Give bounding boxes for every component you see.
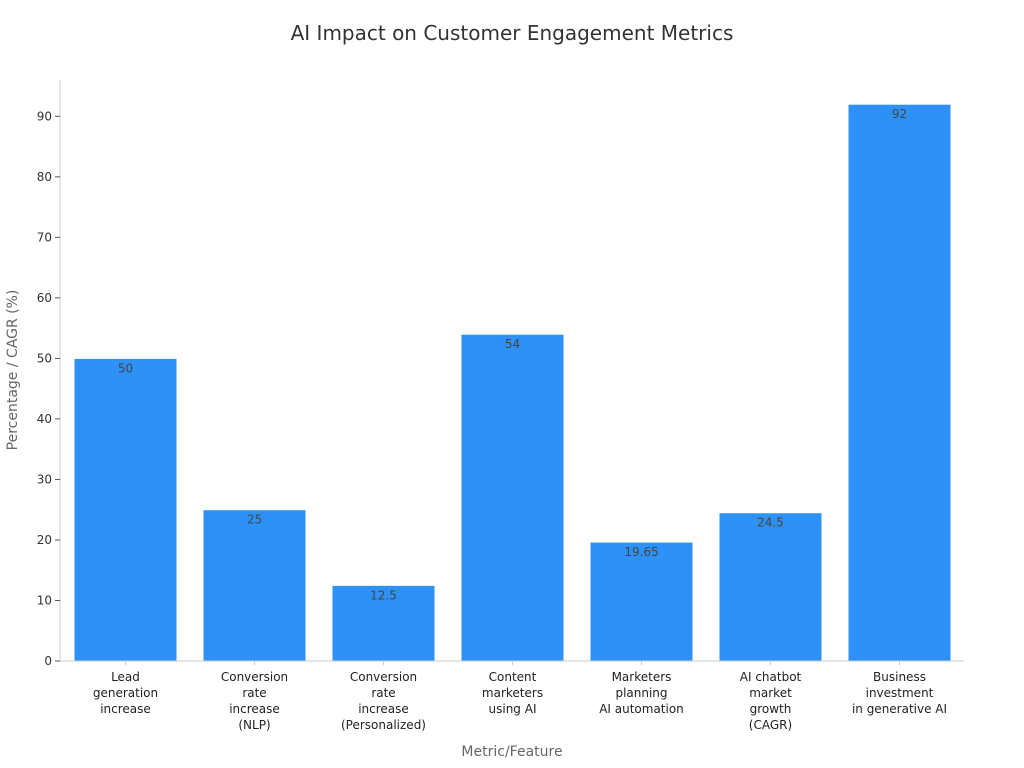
- x-tick-label-line: increase: [358, 702, 409, 716]
- x-tick-label-line: market: [749, 686, 792, 700]
- x-tick-label-line: using AI: [489, 702, 537, 716]
- y-tick-label: 50: [37, 351, 52, 365]
- x-tick-label-line: rate: [242, 686, 266, 700]
- bar: [202, 509, 307, 662]
- value-label: 19.65: [624, 545, 658, 559]
- value-label: 24.5: [757, 516, 784, 530]
- x-tick-label: Lead generation increase: [93, 670, 158, 716]
- bar: [589, 541, 694, 662]
- x-tick-label-line: increase: [229, 702, 280, 716]
- x-tick-label-line: increase: [100, 702, 151, 716]
- x-tick-label: Content marketers using AI: [482, 670, 543, 716]
- x-tick-label-line: Lead: [111, 670, 140, 684]
- x-tick-label-line: investment: [866, 686, 934, 700]
- value-label: 50: [118, 361, 133, 375]
- x-tick-label-line: generation: [93, 686, 158, 700]
- x-tick-label-line: Content: [489, 670, 537, 684]
- x-tick-label-line: growth: [750, 702, 792, 716]
- bar: [718, 512, 823, 662]
- x-tick-label-line: marketers: [482, 686, 543, 700]
- x-axis: Lead generation increase Conversion rate incr…: [60, 660, 964, 732]
- y-tick-label: 70: [37, 230, 52, 244]
- x-tick-label-line: Conversion: [350, 670, 417, 684]
- x-tick-label: Business investment in generative AI: [852, 670, 947, 716]
- x-tick-label-line: planning: [615, 686, 667, 700]
- x-tick-label: Marketers planning AI automation: [599, 670, 684, 716]
- x-tick-label-line: AI chatbot: [740, 670, 802, 684]
- x-tick-label-line: (NLP): [238, 718, 270, 732]
- bar: [331, 584, 436, 662]
- value-label: 54: [505, 337, 520, 351]
- value-label: 12.5: [370, 588, 397, 602]
- value-labels: 50 25 12.5 54 19.65 24.5 92: [118, 107, 907, 602]
- chart-title: AI Impact on Customer Engagement Metrics: [291, 21, 734, 45]
- y-tick-label: 60: [37, 291, 52, 305]
- x-tick-label-line: (CAGR): [749, 718, 792, 732]
- y-axis-label: Percentage / CAGR (%): [5, 290, 21, 451]
- x-tick-label-line: Marketers: [612, 670, 672, 684]
- x-tick-label-line: Conversion: [221, 670, 288, 684]
- x-tick-label-line: rate: [371, 686, 395, 700]
- y-axis: 0 10 20 30 40 50 60 70 80 90: [37, 80, 61, 668]
- bar: [460, 333, 565, 662]
- y-tick-label: 20: [37, 533, 52, 547]
- bars: [73, 103, 952, 662]
- value-label: 92: [892, 107, 907, 121]
- y-tick-label: 80: [37, 170, 52, 184]
- x-tick-label-line: (Personalized): [341, 718, 426, 732]
- y-tick-label: 30: [37, 472, 52, 486]
- x-tick-label: AI chatbot market growth (CAGR): [740, 670, 802, 732]
- x-axis-label: Metric/Feature: [461, 744, 562, 760]
- value-label: 25: [247, 513, 262, 527]
- x-tick-label-line: AI automation: [599, 702, 684, 716]
- bar: [847, 103, 952, 662]
- y-tick-label: 90: [37, 109, 52, 123]
- y-tick-label: 0: [44, 654, 52, 668]
- x-tick-label: Conversion rate increase (Personalized): [341, 670, 426, 732]
- bar: [73, 357, 178, 662]
- y-tick-label: 40: [37, 412, 52, 426]
- x-tick-label-line: in generative AI: [852, 702, 947, 716]
- x-tick-label: Conversion rate increase (NLP): [221, 670, 288, 732]
- x-tick-label-line: Business: [873, 670, 926, 684]
- y-tick-label: 10: [37, 593, 52, 607]
